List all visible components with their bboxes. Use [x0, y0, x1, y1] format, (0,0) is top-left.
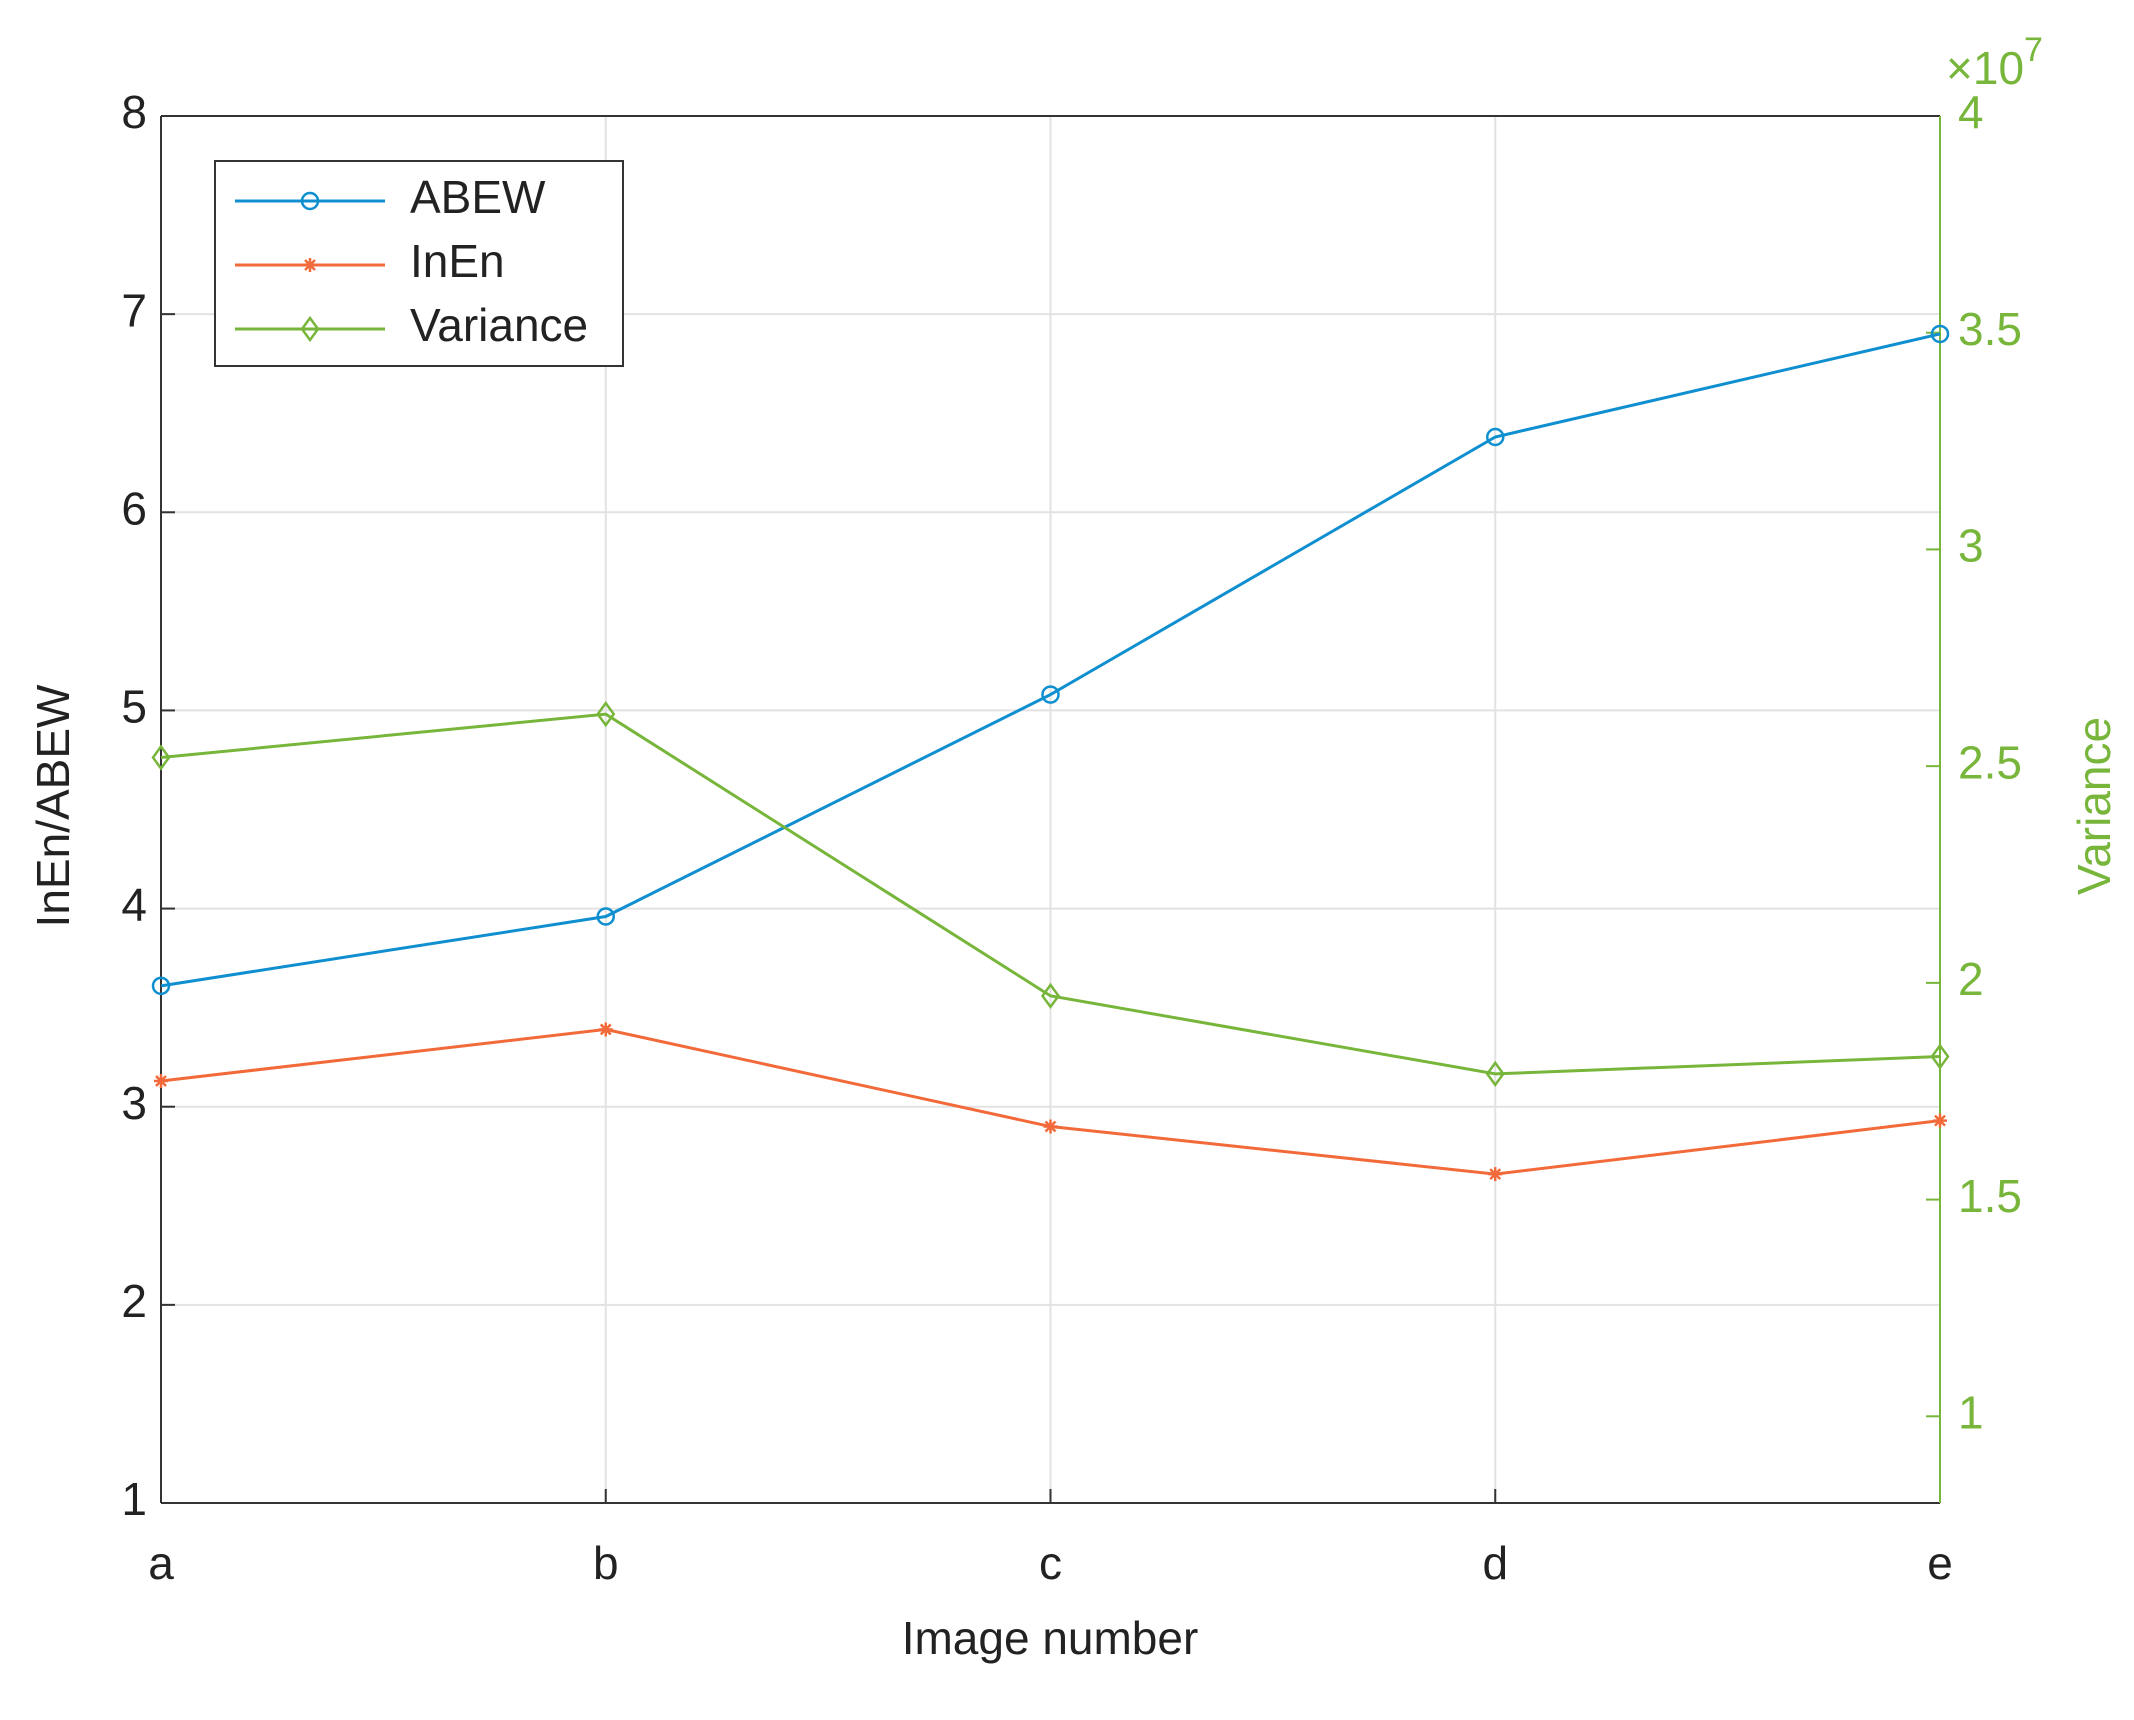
- y2-multiplier: ×107: [1946, 31, 2043, 94]
- marker: [1040, 982, 1061, 1010]
- y-tick-label: 2: [121, 1275, 147, 1327]
- marker: [598, 1022, 613, 1037]
- y-tick-label: 6: [121, 482, 147, 534]
- marker: [1930, 1043, 1950, 1070]
- y-tick-label: 5: [121, 681, 147, 733]
- y-tick-label: 3: [121, 1077, 147, 1129]
- x-tick-label: c: [1039, 1537, 1062, 1589]
- y2-tick-label: 1: [1958, 1386, 1984, 1438]
- y2-multiplier-base: ×10: [1946, 42, 2024, 94]
- x-tick-label: e: [1927, 1537, 1953, 1589]
- y-tick-label: 1: [121, 1473, 147, 1525]
- marker: [303, 258, 317, 272]
- marker: [300, 191, 320, 211]
- y2-tick-label: 1.5: [1958, 1170, 2022, 1222]
- legend-label: InEn: [410, 235, 505, 287]
- y2-multiplier-exponent: 7: [2024, 31, 2043, 69]
- y2-tick-label: 4: [1958, 86, 1984, 138]
- marker: [596, 701, 616, 728]
- marker: [596, 907, 615, 926]
- y2-tick-label: 3: [1958, 520, 1984, 572]
- series-line: [160, 712, 1941, 1076]
- marker: [1485, 1060, 1505, 1088]
- marker: [154, 1073, 168, 1088]
- marker: [1043, 1119, 1058, 1134]
- series-line: [160, 332, 1941, 988]
- x-tick-label: d: [1482, 1537, 1508, 1589]
- marker: [1930, 324, 1950, 344]
- marker: [151, 976, 171, 996]
- marker: [1488, 1167, 1503, 1182]
- y-tick-label: 8: [121, 86, 147, 138]
- y-axis-title: InEn/ABEW: [27, 684, 79, 927]
- marker: [151, 744, 171, 771]
- y2-tick-label: 2: [1958, 953, 1984, 1005]
- x-tick-label: a: [148, 1537, 174, 1589]
- marker: [1486, 427, 1505, 447]
- y2-axis-title: Variance: [2068, 717, 2120, 895]
- x-axis-title: Image number: [902, 1612, 1199, 1664]
- legend-label: ABEW: [410, 171, 546, 223]
- marker: [1041, 685, 1060, 704]
- marker: [300, 315, 320, 343]
- marker: [1933, 1113, 1947, 1128]
- x-tick-label: b: [593, 1537, 619, 1589]
- y-tick-label: 7: [121, 284, 147, 336]
- y2-tick-label: 2.5: [1958, 736, 2022, 788]
- legend-label: Variance: [410, 299, 588, 351]
- y-tick-label: 4: [121, 879, 147, 931]
- y2-tick-label: 3.5: [1958, 303, 2022, 355]
